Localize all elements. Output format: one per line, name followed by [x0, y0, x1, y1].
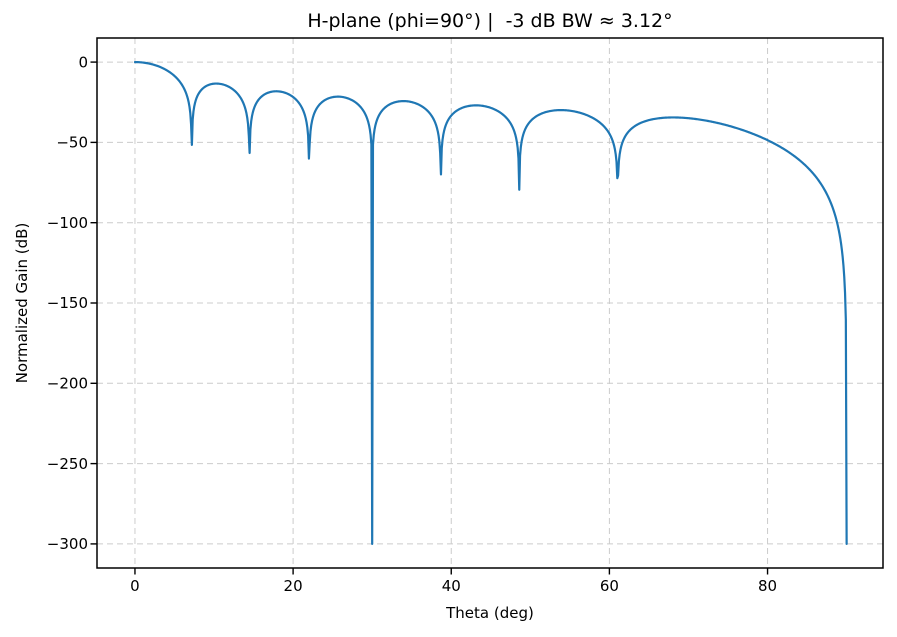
x-tick-label: 0	[130, 577, 140, 595]
y-tick-label: −100	[47, 214, 88, 232]
y-tick-label: −150	[47, 294, 88, 312]
y-tick-label: −250	[47, 455, 88, 473]
x-tick-label: 20	[284, 577, 303, 595]
y-tick-label: 0	[78, 53, 88, 71]
x-axis-ticks: 0 20 40 60 80	[130, 568, 777, 595]
x-axis-label: Theta (deg)	[445, 604, 534, 622]
x-tick-label: 60	[600, 577, 619, 595]
y-tick-label: −300	[47, 535, 88, 553]
grid-lines	[97, 38, 883, 568]
y-axis-label: Normalized Gain (dB)	[13, 223, 31, 384]
x-tick-label: 80	[758, 577, 777, 595]
y-tick-label: −200	[47, 375, 88, 393]
gain-curve	[133, 60, 848, 546]
series-line	[133, 60, 848, 546]
y-tick-label: −50	[56, 134, 88, 152]
x-tick-label: 40	[442, 577, 461, 595]
y-axis-ticks: 0 −50 −100 −150 −200 −250 −300	[47, 53, 97, 553]
chart-title: H-plane (phi=90°) | -3 dB BW ≈ 3.12°	[307, 10, 672, 32]
